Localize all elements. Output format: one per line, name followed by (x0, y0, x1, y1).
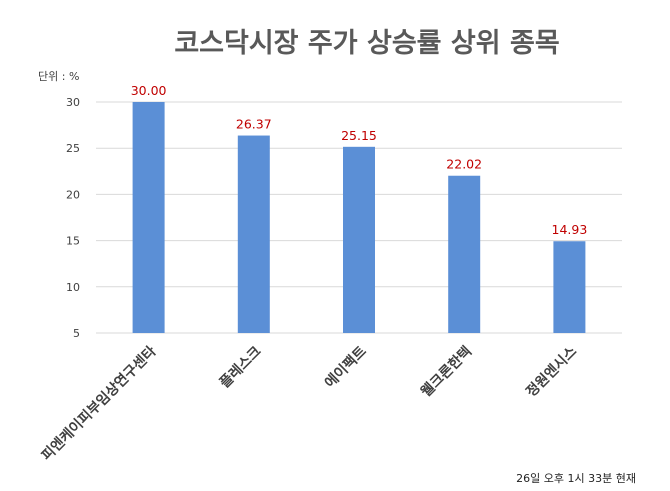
x-tick-label: 에이팩트 (321, 343, 370, 392)
data-label: 25.15 (341, 128, 377, 143)
bar (132, 102, 165, 333)
x-tick-label: 웰크론한텍 (417, 343, 475, 401)
x-tick-label: 피엔케이피부임상연구센타 (38, 343, 159, 464)
bar (553, 241, 586, 333)
bar (343, 146, 375, 333)
y-tick-label: 25 (66, 142, 80, 155)
y-tick-label: 20 (66, 188, 80, 201)
data-label: 26.37 (236, 117, 272, 132)
data-label: 22.02 (446, 157, 482, 172)
data-label: 30.00 (131, 83, 167, 98)
unit-label: 단위 : % (38, 70, 79, 83)
x-tick-label: 플레스크 (217, 343, 265, 391)
y-tick-label: 5 (73, 327, 80, 340)
data-label: 14.93 (552, 222, 588, 237)
x-tick-label: 정원엔시스 (523, 343, 581, 401)
chart-title: 코스닥시장 주가 상승률 상위 종목 (174, 28, 559, 59)
bar (448, 175, 481, 333)
y-tick-label: 30 (66, 96, 80, 109)
timestamp-note: 26일 오후 1시 33분 현재 (516, 471, 636, 485)
bar (237, 135, 270, 333)
y-tick-label: 10 (66, 281, 80, 294)
y-tick-label: 15 (66, 235, 80, 248)
